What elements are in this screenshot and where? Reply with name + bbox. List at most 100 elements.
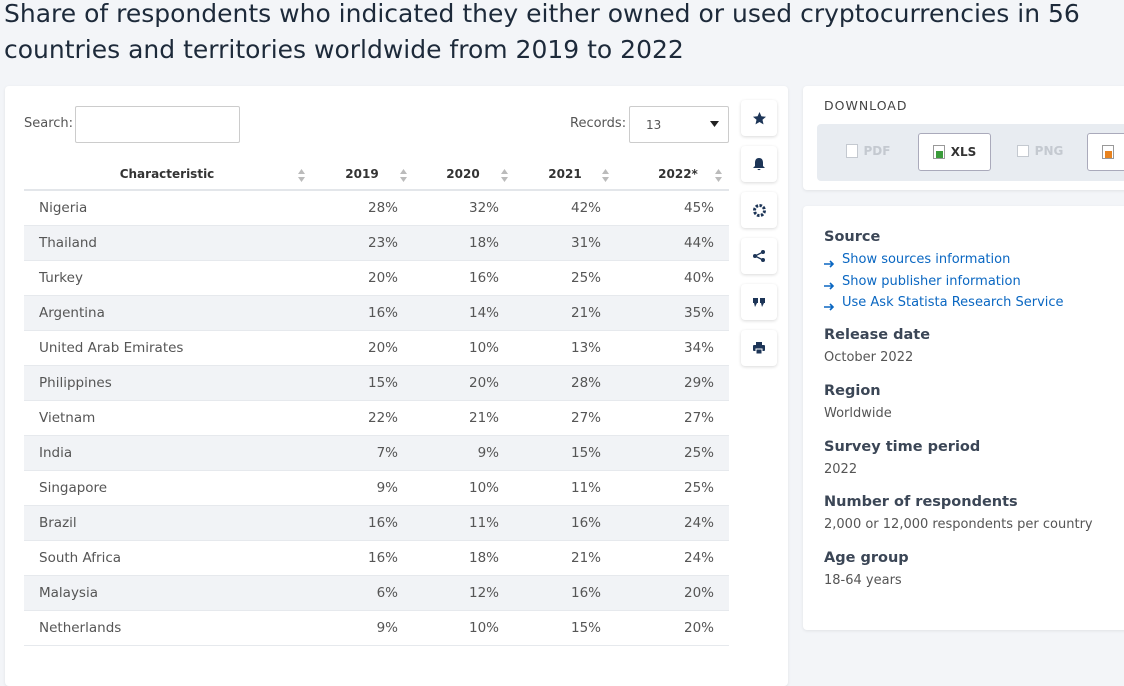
detail-heading: Region xyxy=(824,383,881,399)
png-button[interactable]: PNG xyxy=(1008,133,1072,169)
detail-heading: Age group xyxy=(824,550,909,566)
table-cell: 20% xyxy=(683,585,714,601)
table-row xyxy=(24,331,729,366)
alert-button[interactable] xyxy=(741,146,777,182)
table-row xyxy=(24,576,729,611)
table-cell: 9% xyxy=(376,480,398,496)
page: Share of respondents who indicated they … xyxy=(4,0,1124,686)
settings-button[interactable] xyxy=(741,192,777,228)
link-arrow xyxy=(824,254,835,268)
table-row xyxy=(24,471,729,506)
row-label: Brazil xyxy=(39,515,77,531)
table-cell: 13% xyxy=(570,340,601,356)
print-button[interactable] xyxy=(741,330,777,366)
column-header[interactable]: Characteristic xyxy=(119,167,215,181)
pdf-button[interactable]: PDF xyxy=(838,133,898,169)
search-input[interactable] xyxy=(75,106,240,143)
table-cell: 20% xyxy=(367,270,398,286)
share-icon xyxy=(753,250,765,262)
detail-value: 2022 xyxy=(824,462,858,477)
table-cell: 16% xyxy=(367,550,398,566)
table-cell: 9% xyxy=(376,620,398,636)
table-cell: 12% xyxy=(468,585,499,601)
sort-icon xyxy=(501,167,508,182)
table-cell: 20% xyxy=(468,375,499,391)
column-header[interactable]: 2021 xyxy=(548,167,582,181)
row-label: Thailand xyxy=(39,235,97,251)
arrow-icon xyxy=(824,260,835,268)
row-label: Nigeria xyxy=(39,200,88,216)
sort-arrows xyxy=(400,169,407,182)
row-label: Turkey xyxy=(39,270,83,286)
xls-icon xyxy=(932,145,945,159)
detail-heading: Source xyxy=(824,229,881,245)
cite-button[interactable] xyxy=(741,284,777,320)
table-row xyxy=(24,436,729,471)
page-title: Share of respondents who indicated they … xyxy=(4,0,1080,64)
source-link[interactable]: Show publisher information xyxy=(842,273,1021,289)
favorite-button[interactable] xyxy=(741,100,777,136)
table-cell: 24% xyxy=(683,515,714,531)
table-cell: 10% xyxy=(468,480,499,496)
table-cell: 16% xyxy=(570,585,601,601)
sort-arrows xyxy=(501,169,508,182)
table-row xyxy=(24,366,729,401)
header-rule xyxy=(24,189,729,191)
png-icon xyxy=(1016,145,1029,157)
table-cell: 15% xyxy=(367,375,398,391)
table-cell: 28% xyxy=(570,375,601,391)
table-cell: 16% xyxy=(367,305,398,321)
table-cell: 11% xyxy=(570,480,601,496)
column-header[interactable]: 2019 xyxy=(345,167,379,181)
table-cell: 9% xyxy=(477,445,499,461)
records-select[interactable]: 13 xyxy=(629,106,729,143)
ppt-icon xyxy=(1102,145,1114,159)
table-cell: 31% xyxy=(570,235,601,251)
table-cell: 25% xyxy=(683,445,714,461)
arrow-icon xyxy=(824,303,835,311)
row-label: Argentina xyxy=(39,305,105,321)
download-title: DOWNLOAD xyxy=(824,98,908,113)
table-row xyxy=(24,611,729,646)
records-label: Records: xyxy=(570,116,627,131)
table-cell: 21% xyxy=(570,305,601,321)
table-cell: 32% xyxy=(468,200,499,216)
table-cell: 25% xyxy=(683,480,714,496)
table-row xyxy=(24,261,729,296)
print-icon xyxy=(753,342,765,354)
table-cell: 35% xyxy=(683,305,714,321)
row-label: Netherlands xyxy=(39,620,122,636)
records-value: 13 xyxy=(646,118,662,132)
table-cell: 24% xyxy=(683,550,714,566)
table-cell: 18% xyxy=(468,550,499,566)
table-cell: 7% xyxy=(376,445,398,461)
column-header[interactable]: 2020 xyxy=(446,167,480,181)
detail-value: October 2022 xyxy=(824,350,914,365)
table-cell: 10% xyxy=(468,620,499,636)
row-label: South Africa xyxy=(39,550,122,566)
table-row xyxy=(24,191,729,226)
column-header[interactable]: 2022* xyxy=(658,167,698,181)
row-label: India xyxy=(39,445,73,461)
sort-icon xyxy=(400,167,407,182)
sort-icon xyxy=(298,167,305,182)
table-cell: 25% xyxy=(570,270,601,286)
table-cell: 15% xyxy=(570,620,601,636)
table-cell: 27% xyxy=(570,410,601,426)
sort-icon xyxy=(715,167,722,182)
select-arrow xyxy=(710,121,719,127)
xls-label: XLS xyxy=(950,145,977,159)
source-link[interactable]: Use Ask Statista Research Service xyxy=(842,295,1064,310)
ppt-button[interactable] xyxy=(1087,133,1124,171)
table-cell: 21% xyxy=(468,410,499,426)
xls-button[interactable]: XLS xyxy=(918,133,991,171)
details-card xyxy=(803,206,1124,630)
table-cell: 11% xyxy=(468,515,499,531)
bell-icon xyxy=(753,157,765,170)
pdf-icon xyxy=(845,144,858,158)
table-cell: 34% xyxy=(683,340,714,356)
detail-value: 18-64 years xyxy=(824,573,902,588)
share-button[interactable] xyxy=(741,238,777,274)
source-link[interactable]: Show sources information xyxy=(842,252,1011,267)
table-cell: 14% xyxy=(468,305,499,321)
